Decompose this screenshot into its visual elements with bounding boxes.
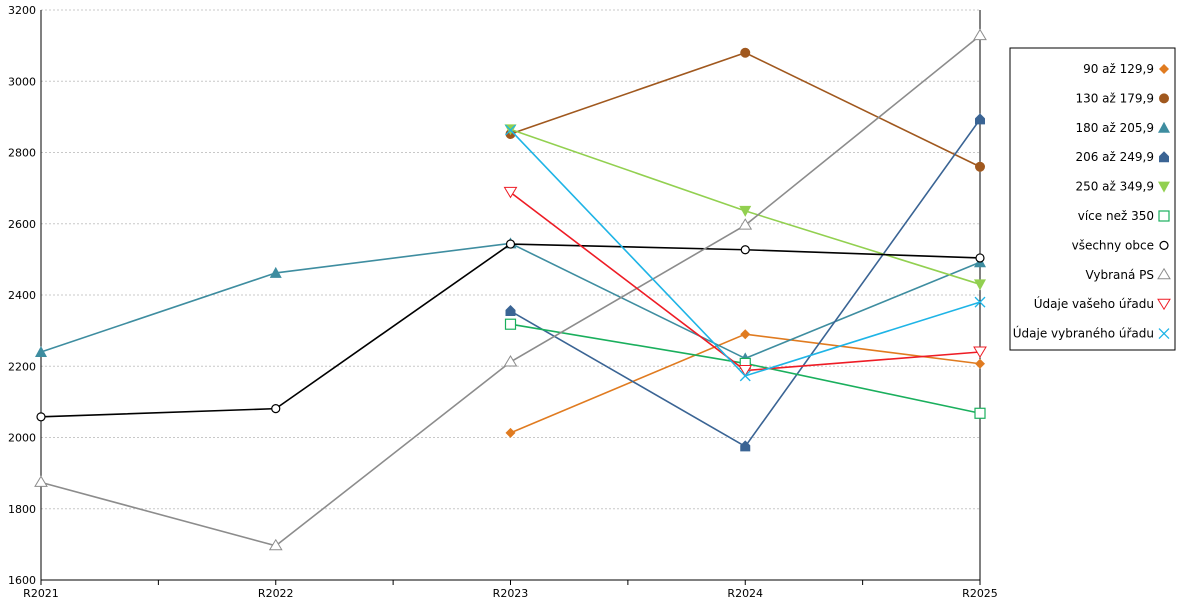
legend-label: Vybraná PS [1085, 268, 1154, 282]
data-point [271, 404, 281, 414]
data-point [975, 113, 985, 125]
data-point [504, 318, 517, 330]
y-tick-label: 1600 [8, 574, 36, 587]
legend-label: více než 350 [1078, 209, 1154, 223]
series-line [40, 242, 981, 360]
legend-marker [1158, 181, 1170, 193]
y-tick-label: 2800 [8, 147, 36, 160]
data-point [973, 346, 987, 358]
data-point [740, 47, 751, 58]
legend-item: 180 až 205,9 [1075, 121, 1170, 135]
data-point [974, 296, 986, 308]
data-point [740, 440, 751, 452]
legend-marker [1157, 267, 1171, 280]
data-point [974, 279, 986, 291]
legend-marker [1159, 240, 1169, 250]
data-point [34, 475, 48, 487]
data-point [975, 161, 985, 172]
series-8 [503, 186, 987, 377]
legend-item: 90 až 129,9 [1083, 62, 1169, 76]
y-tick-label: 2600 [8, 218, 36, 231]
series-line [510, 51, 981, 168]
legend-marker [1158, 328, 1170, 340]
data-point [740, 245, 750, 255]
y-tick-label: 1800 [8, 503, 36, 516]
y-tick-label: 3000 [8, 75, 36, 88]
series-9 [505, 124, 986, 382]
series-1 [505, 47, 985, 172]
legend: 90 až 129,9 130 až 179,9 180 až 205,9 206 a… [1009, 47, 1176, 351]
data-point [738, 365, 753, 377]
legend-label: všechny obce [1072, 238, 1154, 252]
legend-label: 90 až 129,9 [1083, 62, 1154, 76]
legend-box [1009, 47, 1176, 351]
data-point [975, 253, 985, 263]
data-point [739, 205, 752, 217]
legend-marker [1158, 121, 1170, 133]
x-tick-label: R2025 [962, 587, 998, 600]
legend-marker [1159, 93, 1169, 104]
legend-item: Údaje vybraného úřadu [1013, 326, 1170, 341]
data-point [974, 407, 986, 419]
legend-label: Údaje vašeho úřadu [1034, 296, 1154, 311]
data-point [503, 186, 518, 199]
data-point [738, 218, 753, 230]
data-point [505, 427, 516, 438]
legend-marker [1159, 151, 1169, 163]
legend-item: 130 až 179,9 [1075, 91, 1169, 105]
series-0 [505, 329, 985, 438]
legend-item: Vybraná PS [1085, 267, 1171, 282]
series-line [40, 35, 981, 547]
legend-label: Údaje vybraného úřadu [1013, 326, 1154, 341]
series-4 [504, 124, 986, 291]
series-6 [36, 239, 985, 422]
series-line [510, 118, 981, 448]
x-tick-label: R2024 [727, 587, 763, 600]
y-tick-label: 2200 [8, 360, 36, 373]
data-point [973, 28, 987, 41]
legend-label: 130 až 179,9 [1075, 91, 1154, 105]
legend-item: všechny obce [1072, 238, 1169, 252]
series [34, 28, 987, 551]
data-point [36, 412, 46, 422]
series-line [510, 333, 981, 434]
series-7 [34, 28, 987, 551]
series-5 [504, 318, 986, 419]
legend-marker [1159, 64, 1169, 74]
data-point [505, 239, 516, 249]
data-point [505, 124, 516, 136]
data-point [505, 305, 516, 317]
y-tick-label: 2000 [8, 432, 36, 445]
axes: 1600 1800 2000 2200 2400 2600 2800 3000 3200 R202… [8, 4, 998, 600]
legend-label: 250 až 349,9 [1075, 180, 1154, 194]
legend-marker [1157, 298, 1171, 311]
data-point [739, 370, 751, 382]
legend-item: více než 350 [1078, 209, 1170, 223]
x-tick-label: R2022 [258, 587, 294, 600]
data-point [35, 346, 47, 357]
data-point [740, 329, 751, 340]
legend-label: 206 až 249,9 [1075, 150, 1154, 164]
legend-item: 206 až 249,9 [1075, 150, 1169, 164]
data-point [269, 266, 282, 278]
legend-marker [1158, 210, 1170, 222]
legend-label: 180 až 205,9 [1075, 121, 1154, 135]
legend-item: 250 až 349,9 [1075, 180, 1170, 194]
data-point [268, 538, 283, 551]
y-tick-label: 3200 [8, 4, 36, 17]
y-tick-label: 2400 [8, 289, 36, 302]
series-3 [505, 113, 985, 452]
data-point [503, 355, 518, 367]
data-point [975, 358, 985, 369]
x-tick-label: R2023 [493, 587, 529, 600]
x-tick-label: R2021 [23, 587, 59, 600]
series-line [40, 243, 981, 418]
legend-item: Údaje vašeho úřadu [1034, 296, 1171, 311]
